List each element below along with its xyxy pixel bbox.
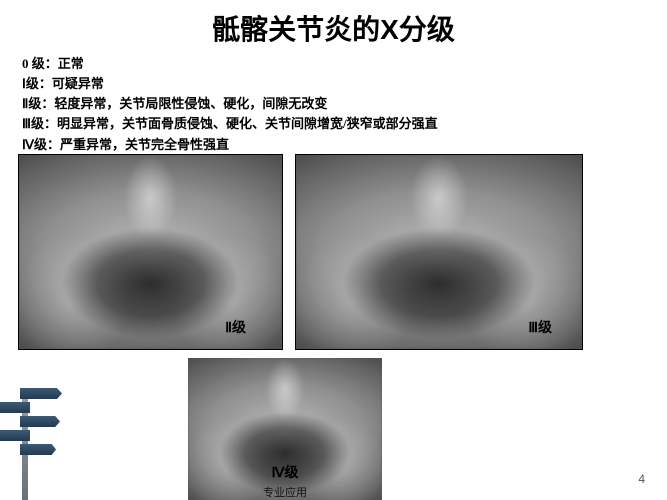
xray-row-top: Ⅱ级 Ⅲ级 bbox=[18, 154, 583, 350]
signpost-arm-icon bbox=[20, 388, 62, 399]
signpost-arm-icon bbox=[0, 402, 30, 413]
xray-label-iii: Ⅲ级 bbox=[528, 317, 552, 337]
grade-3: Ⅲ级：明显异常，关节面骨质侵蚀、硬化、关节间隙增宽/狭窄或部分强直 bbox=[22, 114, 667, 134]
signpost-arm-icon bbox=[0, 430, 30, 441]
xray-label-iv: Ⅳ级 bbox=[272, 462, 299, 482]
xray-label-ii: Ⅱ级 bbox=[225, 317, 246, 337]
grade-definitions: 0 级：正常 Ⅰ级：可疑异常 Ⅱ级：轻度异常，关节局限性侵蚀、硬化，间隙无改变 … bbox=[0, 54, 667, 155]
signpost-arm-icon bbox=[20, 444, 56, 455]
page-number: 4 bbox=[638, 472, 645, 486]
grade-1: Ⅰ级：可疑异常 bbox=[22, 74, 667, 94]
xray-image-grade-iv: Ⅳ级 专业应用 bbox=[188, 358, 382, 500]
xray-sublabel-iv: 专业应用 bbox=[263, 484, 307, 500]
slide-title: 骶髂关节炎的X分级 bbox=[0, 0, 667, 54]
grade-4: Ⅳ级：严重异常，关节完全骨性强直 bbox=[22, 135, 667, 155]
grade-2: Ⅱ级：轻度异常，关节局限性侵蚀、硬化，间隙无改变 bbox=[22, 94, 667, 114]
xray-image-grade-ii: Ⅱ级 bbox=[18, 154, 283, 350]
signpost-arm-icon bbox=[20, 416, 60, 427]
xray-image-grade-iii: Ⅲ级 bbox=[295, 154, 583, 350]
grade-0: 0 级：正常 bbox=[22, 54, 667, 74]
signpost-decoration-icon bbox=[0, 370, 62, 500]
